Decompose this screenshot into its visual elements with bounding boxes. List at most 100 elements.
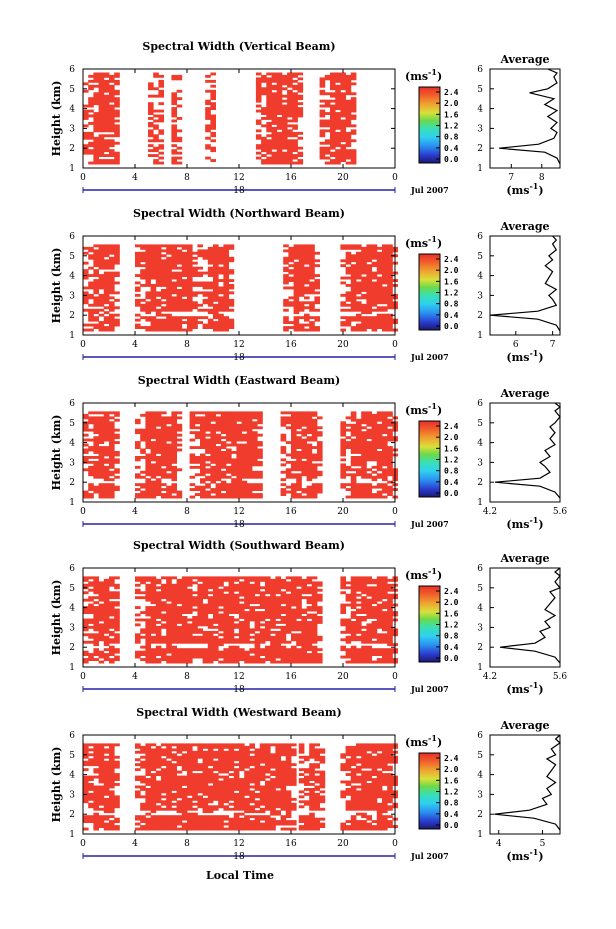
heatmap-cell — [145, 460, 151, 464]
heatmap-cell — [192, 650, 198, 654]
heatmap-cell — [270, 586, 276, 590]
heatmap-cell — [114, 633, 120, 637]
heatmap-cell — [226, 426, 232, 430]
heatmap-cell — [233, 638, 240, 642]
heatmap-cell — [376, 606, 383, 609]
heatmap-cell — [83, 495, 89, 499]
heatmap-cell — [244, 621, 250, 624]
heatmap-cell — [218, 249, 224, 253]
heatmap-cell — [150, 588, 157, 592]
heatmap-cell — [254, 648, 261, 652]
heatmap-cell — [93, 139, 99, 143]
heatmap-cell — [197, 640, 203, 644]
heatmap-cell — [213, 249, 219, 253]
heatmap-cell — [292, 139, 298, 143]
heatmap-cell — [271, 99, 278, 103]
heatmap-cell — [114, 156, 120, 160]
heatmap-cell — [340, 154, 346, 157]
heatmap-cell — [161, 463, 167, 467]
heatmap-cell — [83, 423, 89, 427]
colorbar-tick-label: 2.4 — [444, 422, 459, 431]
heatmap-cell — [98, 468, 105, 472]
heatmap-cell — [176, 640, 183, 644]
heatmap-cell — [301, 411, 307, 415]
heatmap-cell — [311, 436, 318, 440]
heatmap-cell — [314, 326, 320, 329]
heatmap-cell — [350, 107, 357, 110]
heatmap-cell — [109, 159, 115, 162]
heatmap-cell — [103, 451, 110, 454]
heatmap-cell — [166, 438, 172, 442]
heatmap-cell — [287, 124, 293, 128]
heatmap-cell — [271, 84, 278, 88]
heatmap-cell — [292, 149, 298, 153]
heatmap-cell — [166, 463, 172, 467]
heatmap-cell — [114, 271, 120, 275]
heatmap-cell — [166, 628, 172, 632]
heatmap-cell — [228, 308, 235, 312]
heatmap-cell — [239, 576, 245, 580]
heatmap-cell — [83, 621, 89, 624]
heatmap-cell — [98, 126, 105, 130]
heatmap-cell — [376, 276, 383, 280]
heatmap-cell — [366, 421, 372, 425]
heatmap-cell — [306, 448, 313, 452]
heatmap-cell — [249, 611, 255, 614]
heatmap-cell — [98, 630, 105, 634]
heatmap-cell — [200, 453, 206, 457]
heatmap-cell — [207, 318, 214, 322]
heatmap-cell — [220, 485, 227, 489]
heatmap-cell — [181, 321, 188, 324]
heatmap-cell — [382, 485, 388, 489]
heatmap-cell — [366, 301, 372, 305]
heatmap-cell — [265, 650, 271, 654]
heatmap-cell — [309, 264, 315, 268]
heatmap-cell — [376, 625, 383, 629]
heatmap-cell — [114, 131, 120, 135]
heatmap-cell — [207, 274, 214, 277]
heatmap-cell — [306, 625, 313, 629]
heatmap-cell — [233, 618, 240, 622]
heatmap-cell — [292, 97, 298, 101]
heatmap-cell — [114, 259, 120, 263]
heatmap-cell — [265, 613, 271, 617]
heatmap-cell — [93, 635, 99, 639]
heatmap-cell — [241, 475, 248, 479]
heatmap-cell — [309, 276, 315, 280]
heatmap-cell — [114, 159, 120, 162]
heatmap-cell — [220, 436, 227, 440]
heatmap-cell — [226, 488, 232, 491]
heatmap-cell — [350, 131, 357, 135]
heatmap-cell — [114, 603, 120, 607]
heatmap-cell — [228, 291, 235, 295]
heatmap-cell — [366, 413, 372, 417]
heatmap-cell — [210, 131, 216, 135]
heatmap-cell — [249, 578, 255, 582]
heatmap-cell — [218, 298, 224, 302]
heatmap-cell — [340, 423, 346, 427]
heatmap-cell — [114, 82, 120, 86]
heatmap-cell — [306, 640, 313, 644]
heatmap-cell — [171, 488, 177, 491]
heatmap-cell — [280, 628, 287, 632]
heatmap-cell — [345, 74, 352, 78]
heatmap-cell — [202, 650, 209, 654]
heatmap-cell — [135, 301, 141, 305]
y-tick-label: 1 — [69, 663, 75, 673]
heatmap-cell — [280, 586, 287, 590]
heatmap-cell — [150, 653, 157, 656]
heatmap-cell — [218, 583, 224, 587]
heatmap-cell — [207, 583, 214, 587]
heatmap-cell — [166, 289, 172, 292]
heatmap-cell — [301, 616, 307, 619]
heatmap-cell — [239, 616, 245, 619]
heatmap-cell — [88, 598, 94, 602]
heatmap-cell — [98, 446, 105, 449]
heatmap-cell — [213, 578, 219, 582]
heatmap-cell — [252, 431, 258, 435]
heatmap-cell — [223, 655, 229, 659]
heatmap-cell — [271, 94, 278, 98]
heatmap-cell — [93, 451, 99, 454]
heatmap-cell — [356, 660, 362, 664]
heatmap-cell — [387, 633, 393, 637]
